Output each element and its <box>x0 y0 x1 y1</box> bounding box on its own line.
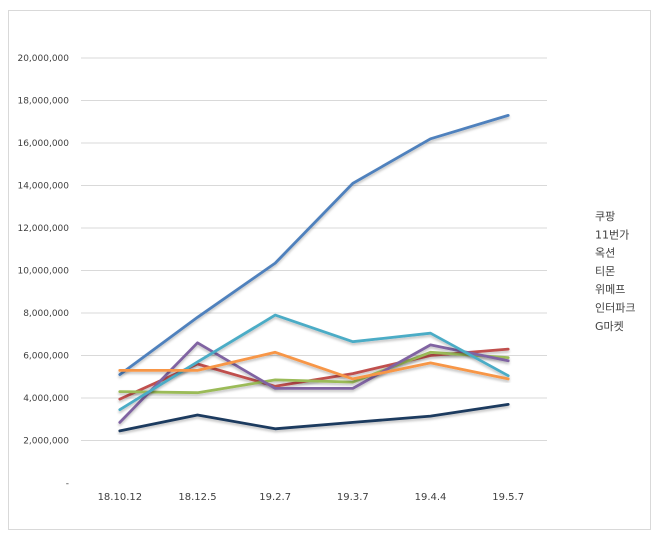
x-tick-label: 19.2.7 <box>259 492 291 503</box>
gridlines <box>81 57 547 441</box>
series-line-티몬 <box>118 341 510 424</box>
series-lines <box>118 114 510 433</box>
y-tick-label: 12,000,000 <box>17 224 69 234</box>
y-tick-label: - <box>66 479 69 489</box>
y-axis-ticks: - 2,000,000 4,000,000 6,000,000 8,000,000 10,… <box>17 54 69 489</box>
y-tick-label: 16,000,000 <box>17 139 69 149</box>
y-tick-label: 4,000,000 <box>23 394 69 404</box>
legend-label: 위메프 <box>595 283 625 296</box>
y-tick-label: 10,000,000 <box>17 267 69 277</box>
series-line-인터파크 <box>118 350 510 381</box>
x-tick-label: 18.10.12 <box>98 492 143 503</box>
y-tick-label: 14,000,000 <box>17 182 69 192</box>
y-tick-label: 18,000,000 <box>17 97 69 107</box>
x-tick-label: 19.4.4 <box>415 492 447 503</box>
y-tick-label: 6,000,000 <box>23 352 69 362</box>
legend-label: 인터파크 <box>595 302 635 315</box>
legend-label: 티몬 <box>595 265 615 278</box>
legend-label: 옥션 <box>595 247 615 260</box>
y-tick-label: 2,000,000 <box>23 437 69 447</box>
x-tick-label: 18.12.5 <box>178 492 216 503</box>
legend-label: G마켓 <box>595 320 624 333</box>
x-axis-ticks: 18.10.12 18.12.5 19.2.7 19.3.7 19.4.4 19.5.7 <box>98 492 525 503</box>
series-line-쿠팡 <box>118 114 510 377</box>
legend-label: 11번가 <box>595 228 629 241</box>
legend-label: 쿠팡 <box>595 210 615 223</box>
chart-frame: - 2,000,000 4,000,000 6,000,000 8,000,000 10,… <box>8 10 651 530</box>
y-tick-label: 20,000,000 <box>17 54 69 64</box>
y-tick-label: 8,000,000 <box>23 309 69 319</box>
x-tick-label: 19.3.7 <box>337 492 369 503</box>
line-chart: - 2,000,000 4,000,000 6,000,000 8,000,000 10,… <box>17 54 635 503</box>
series-line-G마켓 <box>118 402 510 433</box>
series-line-옥션 <box>118 350 510 395</box>
x-tick-label: 19.5.7 <box>492 492 524 503</box>
